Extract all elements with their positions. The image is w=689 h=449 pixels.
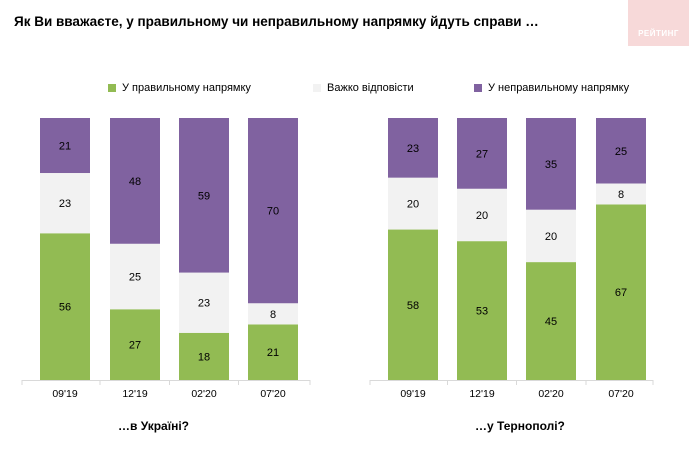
legend-label-right: У правильному напрямку bbox=[122, 82, 251, 94]
group-label-ukraine: …в Україні? bbox=[118, 419, 190, 433]
logo-text: РЕЙТИНГ bbox=[638, 29, 679, 38]
data-label: 20 bbox=[545, 231, 557, 243]
bar-segment-right bbox=[248, 324, 298, 380]
bar-segment-wrong bbox=[248, 118, 298, 304]
bar-segment-wrong bbox=[526, 118, 576, 210]
legend-label-hard: Важко відповісти bbox=[327, 82, 414, 94]
bar-segment-right bbox=[40, 233, 90, 380]
data-label: 21 bbox=[267, 347, 279, 359]
bar-segment-wrong bbox=[179, 118, 229, 273]
bar-segment-wrong bbox=[110, 118, 160, 244]
data-label: 23 bbox=[59, 198, 71, 210]
bar-segment-right bbox=[110, 309, 160, 380]
bar-segment-hard bbox=[40, 173, 90, 234]
legend-item-hard: Важко відповісти bbox=[313, 82, 414, 94]
legend-label-wrong: У неправильному напрямку bbox=[488, 82, 630, 94]
bar-segment-hard bbox=[596, 183, 646, 205]
bar-segment-right bbox=[596, 204, 646, 380]
data-label: 18 bbox=[198, 351, 210, 363]
data-label: 23 bbox=[198, 298, 210, 310]
bar-segment-hard bbox=[110, 243, 160, 310]
data-label: 25 bbox=[615, 146, 627, 158]
data-label: 70 bbox=[267, 206, 279, 218]
chart-title: Як Ви вважаєте, у правильному чи неправи… bbox=[14, 14, 539, 29]
x-tick-label: 09'19 bbox=[52, 388, 78, 400]
data-label: 58 bbox=[407, 300, 419, 312]
legend-swatch-right bbox=[108, 84, 116, 92]
bar-segment-wrong bbox=[457, 118, 507, 189]
data-label: 56 bbox=[59, 302, 71, 314]
data-label: 20 bbox=[476, 210, 488, 222]
legend-swatch-wrong bbox=[474, 84, 482, 92]
data-label: 23 bbox=[407, 143, 419, 155]
bar-segment-hard bbox=[457, 188, 507, 242]
x-tick-label: 02'20 bbox=[538, 388, 564, 400]
data-label: 21 bbox=[59, 141, 71, 153]
group-label-ternopil: …у Тернополі? bbox=[475, 419, 565, 433]
x-tick-label: 07'20 bbox=[608, 388, 634, 400]
x-tick-label: 02'20 bbox=[191, 388, 217, 400]
bar-segment-right bbox=[388, 229, 438, 380]
bar-segment-right bbox=[457, 241, 507, 380]
bar-segment-hard bbox=[179, 272, 229, 333]
bar-segment-right bbox=[179, 332, 229, 380]
data-label: 67 bbox=[615, 287, 627, 299]
data-label: 27 bbox=[476, 148, 488, 160]
bar-segment-hard bbox=[526, 209, 576, 263]
data-label: 25 bbox=[129, 272, 141, 284]
legend-item-wrong: У неправильному напрямку bbox=[474, 82, 629, 94]
data-label: 48 bbox=[129, 176, 141, 188]
data-label: 8 bbox=[618, 189, 624, 201]
data-label: 20 bbox=[407, 199, 419, 211]
x-tick-label: 12'19 bbox=[122, 388, 148, 400]
legend-item-right: У правильному напрямку bbox=[108, 82, 251, 94]
bar-segment-right bbox=[526, 262, 576, 380]
bar-segment-hard bbox=[248, 303, 298, 325]
data-label: 8 bbox=[270, 309, 276, 321]
x-tick-label: 07'20 bbox=[260, 388, 286, 400]
bar-segment-wrong bbox=[388, 118, 438, 178]
bar-segment-hard bbox=[388, 177, 438, 230]
data-label: 45 bbox=[545, 316, 557, 328]
data-label: 27 bbox=[129, 340, 141, 352]
data-label: 35 bbox=[545, 159, 557, 171]
x-tick-label: 09'19 bbox=[400, 388, 426, 400]
bar-segment-wrong bbox=[40, 118, 90, 174]
bar-segment-wrong bbox=[596, 118, 646, 184]
x-tick-label: 12'19 bbox=[469, 388, 495, 400]
legend-swatch-hard bbox=[313, 84, 321, 92]
rating-logo: РЕЙТИНГ bbox=[628, 0, 689, 46]
data-label: 53 bbox=[476, 306, 488, 318]
data-label: 59 bbox=[198, 190, 210, 202]
